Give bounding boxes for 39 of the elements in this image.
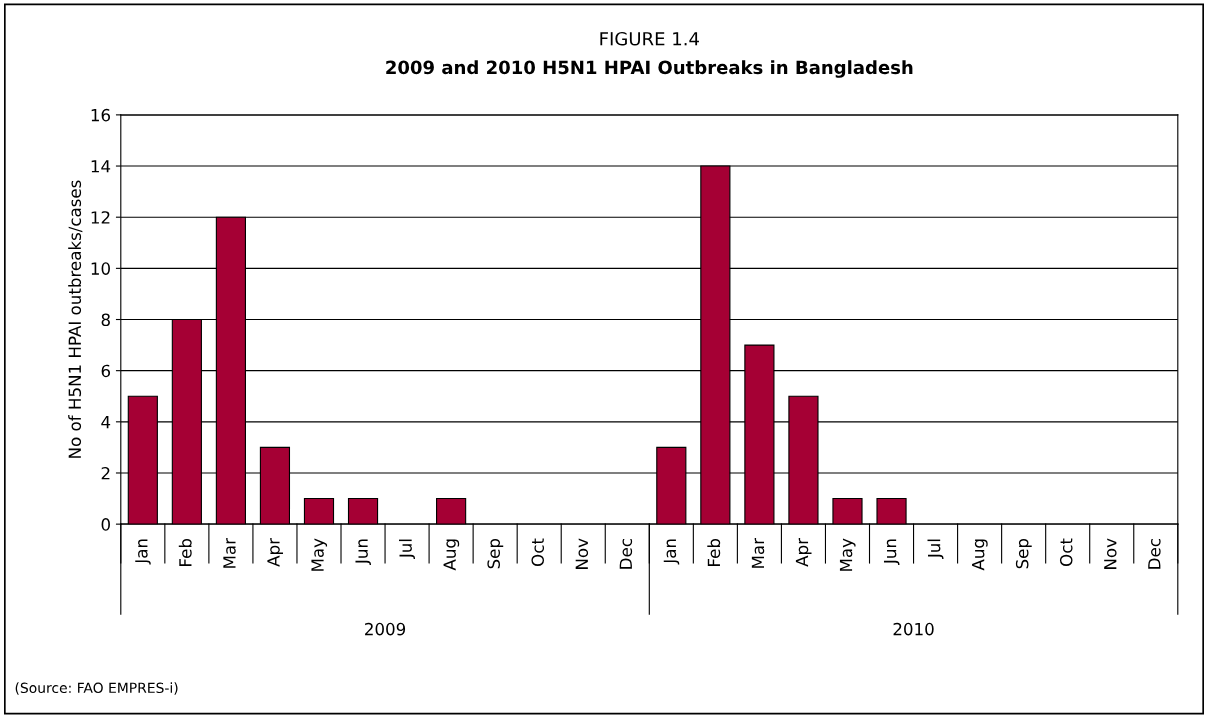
x-tick-label: Jan bbox=[135, 539, 151, 565]
y-tick-label: 8 bbox=[101, 313, 110, 327]
x-tick-label: Oct bbox=[1059, 538, 1073, 566]
y-tick-label: 16 bbox=[91, 108, 111, 122]
chart-title: FIGURE 1.4 bbox=[600, 31, 699, 46]
x-tick-label: May bbox=[311, 538, 328, 571]
x-tick-label: Sep bbox=[1015, 538, 1032, 569]
x-tick-label: Dec bbox=[619, 539, 633, 569]
x-tick-label: Jun bbox=[355, 539, 371, 565]
y-tick-label: 2 bbox=[101, 466, 110, 480]
y-tick-label: 12 bbox=[91, 211, 110, 224]
x-tick-label: Nov bbox=[1104, 538, 1117, 569]
chart-subtitle: 2009 and 2010 H5N1 HPAI Outbreaks in Bangladesh bbox=[386, 60, 913, 78]
x-tick-label: Nov bbox=[575, 538, 589, 569]
x-tick-label: Apr bbox=[795, 538, 812, 567]
x-tick-label: Aug bbox=[443, 539, 460, 571]
y-tick-label: 14 bbox=[91, 160, 111, 173]
x-tick-label: Jan bbox=[663, 539, 680, 565]
x-tick-label: Mar bbox=[223, 538, 236, 568]
y-tick-label: 10 bbox=[91, 262, 110, 275]
x-tick-label: Feb bbox=[707, 538, 721, 566]
x-tick-label: May bbox=[839, 538, 856, 571]
x-tick-label: Apr bbox=[267, 538, 284, 567]
y-tick-label: 0 bbox=[101, 518, 110, 531]
x-tick-label: Jun bbox=[883, 539, 900, 565]
x-tick-label: Jul bbox=[399, 539, 416, 559]
y-tick-label: 6 bbox=[101, 364, 111, 378]
x-tick-label: Feb bbox=[178, 538, 192, 566]
x-tick-label: Dec bbox=[1148, 539, 1161, 569]
x-tick-label: Aug bbox=[972, 539, 988, 571]
y-axis-title: No of H5N1 HPAI outbreaks/cases bbox=[68, 180, 83, 458]
text: (Source: FAO EMPRES-i) bbox=[15, 682, 178, 695]
y-tick-label: 4 bbox=[101, 416, 111, 429]
x-tick-label: Oct bbox=[531, 538, 545, 566]
x-tick-label: Jul bbox=[927, 539, 944, 559]
x-tick-label: Mar bbox=[751, 538, 765, 568]
x-tick-label: Sep bbox=[487, 538, 504, 569]
text: 2009 bbox=[365, 622, 406, 636]
text: 2010 bbox=[893, 622, 934, 636]
